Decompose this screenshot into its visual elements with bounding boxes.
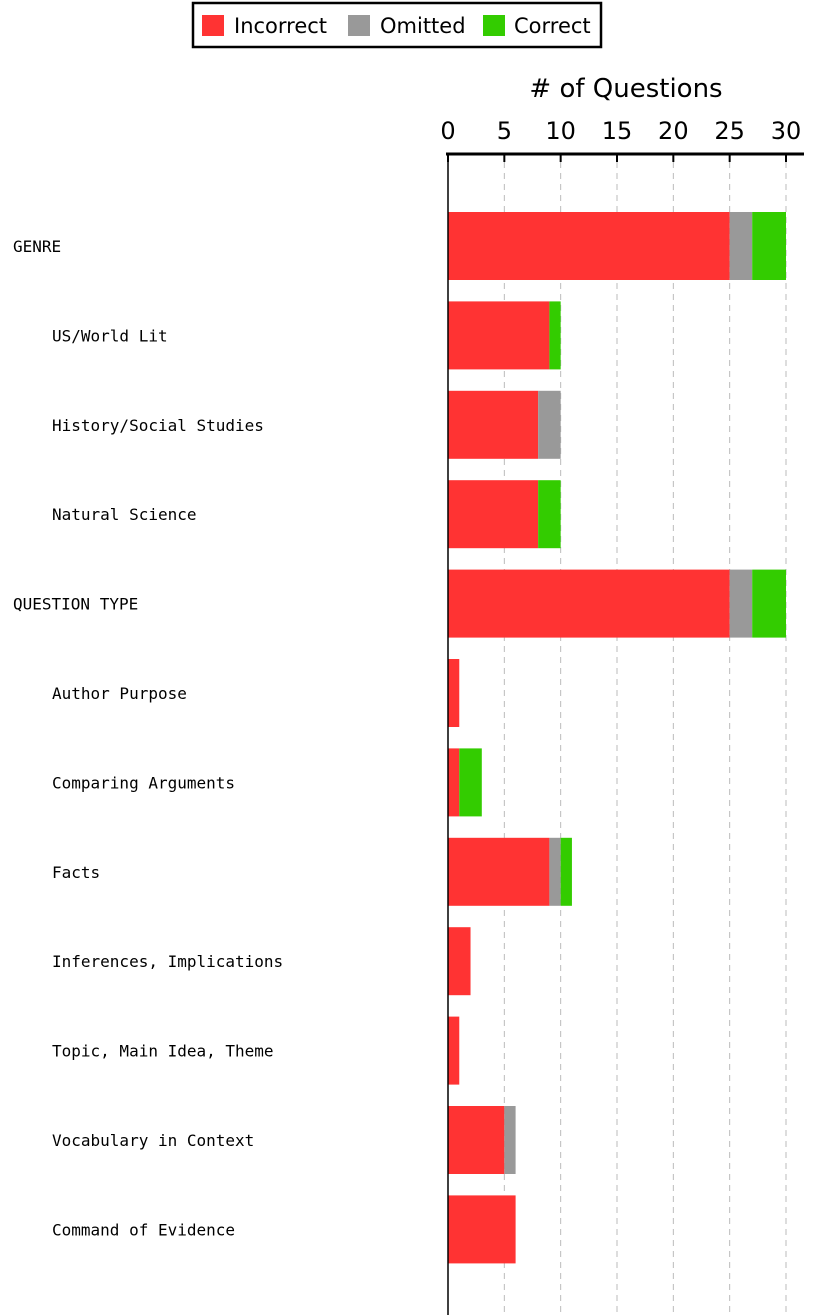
x-tick-label: 10	[545, 117, 576, 145]
bars	[448, 212, 786, 1264]
legend-swatch-correct	[483, 15, 505, 36]
bar-segment-incorrect	[448, 1106, 505, 1174]
category-label: GENRE	[13, 237, 61, 256]
legend-label-correct: Correct	[514, 14, 591, 38]
bar-segment-correct	[459, 748, 482, 817]
x-tick-label: 15	[602, 117, 633, 145]
bar-segment-incorrect	[448, 1195, 516, 1264]
category-label: Natural Science	[52, 505, 197, 524]
category-label: Command of Evidence	[52, 1220, 235, 1239]
category-label: Author Purpose	[52, 684, 187, 703]
category-labels: GENRE US/World Lit History/Social Studies N…	[13, 237, 283, 1239]
x-tick-label: 5	[497, 117, 512, 145]
category-label: QUESTION TYPE	[13, 595, 138, 614]
bar-segment-omitted	[538, 390, 561, 459]
bar-segment-incorrect	[448, 212, 730, 280]
x-axis-title: # of Questions	[529, 74, 722, 104]
bar-segment-correct	[549, 301, 561, 370]
legend-frame	[191, 1, 603, 49]
bar-segment-incorrect	[448, 301, 550, 370]
category-label: Facts	[52, 863, 100, 882]
bar-segment-omitted	[549, 837, 561, 906]
legend-swatch-omitted	[348, 15, 370, 36]
x-tick-label: 0	[440, 117, 455, 145]
bar-segment-correct	[560, 837, 572, 906]
bar-segment-omitted	[504, 1106, 516, 1174]
bar-segment-incorrect	[448, 748, 460, 817]
bar-segment-incorrect	[448, 569, 730, 638]
category-label: Comparing Arguments	[52, 773, 235, 792]
category-label: History/Social Studies	[52, 416, 264, 435]
x-tick-label: 25	[714, 117, 745, 145]
legend-swatch-incorrect	[202, 15, 224, 36]
bar-segment-incorrect	[448, 390, 539, 459]
legend: Incorrect Omitted Correct	[191, 1, 603, 49]
bar-segment-incorrect	[448, 480, 539, 549]
bar-segment-omitted	[729, 212, 753, 280]
bar-segment-incorrect	[448, 1016, 460, 1085]
x-tick-label: 20	[658, 117, 689, 145]
bar-segment-omitted	[729, 569, 753, 638]
bar-segment-correct	[752, 569, 786, 638]
bar-segment-incorrect	[448, 927, 471, 996]
x-axis-ticks: 0 5 10 15 20 25 30	[440, 117, 801, 162]
category-label: Topic, Main Idea, Theme	[52, 1042, 274, 1061]
x-tick-label: 30	[771, 117, 802, 145]
legend-label-omitted: Omitted	[380, 14, 466, 38]
category-label: Inferences, Implications	[52, 952, 283, 971]
category-label: US/World Lit	[52, 326, 168, 345]
bar-segment-correct	[538, 480, 561, 549]
legend-label-incorrect: Incorrect	[234, 14, 327, 38]
bar-segment-incorrect	[448, 837, 550, 906]
bar-segment-correct	[752, 212, 786, 280]
category-label: Vocabulary in Context	[52, 1131, 254, 1150]
bar-segment-incorrect	[448, 659, 460, 727]
